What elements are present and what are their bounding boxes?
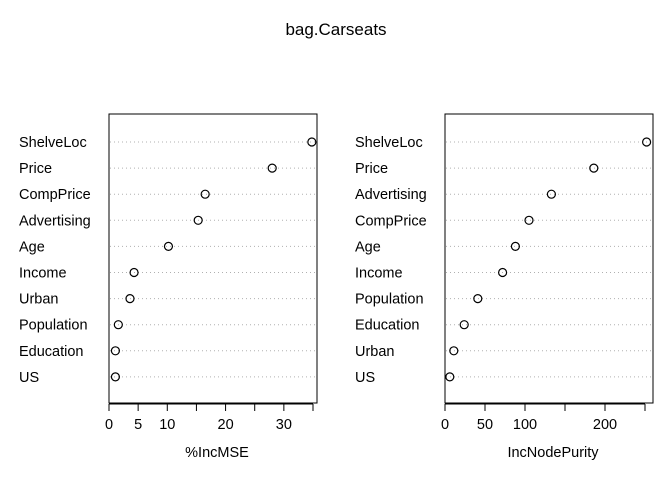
category-label: CompPrice [19, 187, 91, 203]
x-tick-label: 10 [159, 417, 175, 433]
category-label: Age [355, 239, 381, 255]
category-label: Income [19, 266, 67, 282]
category-label: Education [355, 318, 420, 334]
category-label: US [19, 370, 39, 386]
data-point [307, 137, 317, 147]
x-tick-label: 0 [441, 417, 449, 433]
category-label: Urban [355, 344, 395, 360]
data-point [546, 189, 557, 199]
x-tick-label: 30 [276, 417, 292, 433]
x-tick-label: 100 [513, 417, 537, 433]
plot-frame [108, 113, 318, 404]
x-tick-label: 200 [593, 417, 617, 433]
category-label: CompPrice [355, 213, 427, 229]
data-point [129, 267, 139, 278]
category-label: Education [19, 344, 84, 360]
x-tick-label: 5 [134, 417, 142, 433]
data-point [193, 215, 203, 225]
x-tick-label: 50 [477, 417, 493, 433]
data-point [113, 320, 123, 330]
category-label: Age [19, 239, 45, 255]
category-label: Urban [19, 292, 59, 308]
x-axis-title: IncNodePurity [507, 445, 599, 461]
importance-panel-incnodepurity: ShelveLoc Price Advertising CompPrice Age Inc… [355, 113, 654, 461]
figure-title: bag.Carseats [285, 20, 386, 39]
data-point [163, 241, 174, 251]
category-label: Price [19, 161, 52, 177]
data-point [110, 372, 121, 382]
data-point [589, 163, 599, 173]
data-point [524, 215, 534, 225]
category-label: ShelveLoc [355, 135, 423, 151]
data-point [510, 241, 521, 251]
category-label: Advertising [19, 213, 91, 229]
plot-frame [444, 113, 654, 404]
x-tick-label: 20 [218, 417, 234, 433]
data-point [641, 137, 652, 147]
category-label: Price [355, 161, 388, 177]
category-label: ShelveLoc [19, 135, 87, 151]
data-point [449, 346, 459, 356]
x-axis-title: %IncMSE [185, 445, 249, 461]
data-point [125, 294, 135, 304]
data-point [473, 294, 483, 304]
data-point [445, 372, 455, 382]
category-label: Population [355, 292, 424, 308]
data-point [267, 163, 277, 173]
category-label: US [355, 370, 375, 386]
x-tick-label: 0 [105, 417, 113, 433]
data-point [498, 267, 508, 278]
category-label: Population [19, 318, 88, 334]
data-point [200, 189, 210, 199]
category-label: Advertising [355, 187, 427, 203]
category-label: Income [355, 266, 403, 282]
data-point [459, 320, 469, 330]
importance-panel-incmse: ShelveLoc Price CompPrice Advertising Age Inc… [19, 113, 318, 461]
data-point [110, 346, 121, 356]
